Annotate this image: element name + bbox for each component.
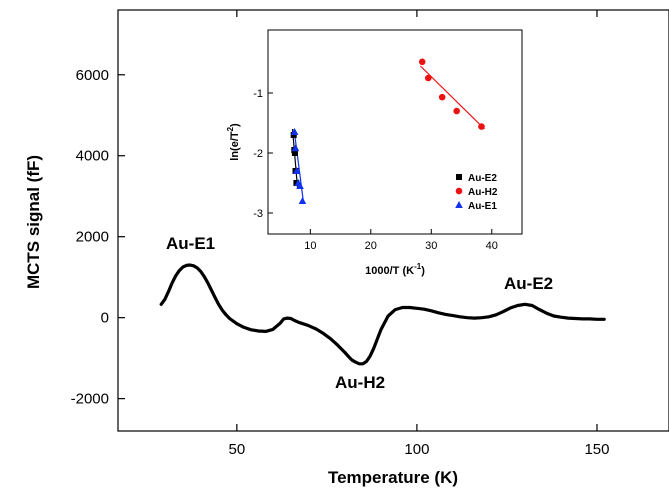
inset-x-axis-title: 1000/T (K-1): [365, 262, 425, 277]
inset-point-au-h2: [453, 107, 460, 115]
inset-y-axis-title-main: ln(e/T: [229, 131, 241, 161]
main-y-axis-title: MCTS signal (fF): [24, 155, 43, 289]
inset-x-axis-title-end: ): [421, 265, 425, 277]
main-y-tick-label: 0: [101, 310, 109, 327]
inset-data-points: [290, 58, 485, 204]
legend-marker-au-e2: [456, 174, 462, 180]
main-y-tick-label: -2000: [71, 391, 109, 408]
main-x-tick-label: 50: [228, 441, 245, 458]
legend-label: Au-H2: [468, 187, 498, 198]
legend-marker-au-e1: [455, 201, 463, 208]
peak-label-au-e1: Au-E1: [166, 234, 215, 253]
main-y-tick-label: 6000: [76, 67, 109, 84]
inset-point-au-e1: [290, 128, 299, 135]
legend-marker-au-h2: [455, 187, 463, 195]
inset-y-axis-title-end: ): [229, 123, 241, 127]
inset-point-au-e2: [291, 150, 298, 156]
inset-point-au-h2: [478, 123, 485, 130]
inset-legend: Au-E2 Au-H2 Au-E1: [455, 173, 498, 212]
inset-fit-line: [293, 128, 305, 205]
inset-point-au-e1: [296, 182, 304, 189]
inset-y-tick-label: -2: [253, 148, 263, 160]
main-x-ticks: 50 100 150: [228, 10, 609, 458]
inset-point-au-h2: [438, 93, 446, 101]
inset-x-tick-label: 20: [365, 240, 377, 252]
inset-y-ticks: -3 -2 -1: [253, 88, 273, 220]
inset-plot: 10 20 30 40 -3 -2 -1 Au-E2 Au-H2 Au-E1 1000/T (…: [226, 29, 523, 277]
inset-point-au-h2: [418, 58, 426, 66]
main-y-tick-label: 2000: [76, 229, 109, 246]
inset-x-tick-label: 40: [486, 240, 498, 252]
main-x-tick-label: 100: [404, 441, 429, 458]
inset-x-axis-title-main: 1000/T (K: [365, 265, 414, 277]
inset-y-axis-title: ln(e/T2): [226, 123, 241, 161]
main-y-tick-label: 4000: [76, 148, 109, 165]
inset-plot-frame: [267, 29, 523, 235]
inset-point-au-h2: [424, 74, 432, 82]
main-y-ticks: -2000 0 2000 4000 6000: [71, 67, 125, 408]
mcts-signal-curve: [159, 263, 606, 366]
main-x-tick-label: 150: [584, 441, 609, 458]
main-plot-frame: [117, 9, 669, 432]
legend-label: Au-E1: [468, 201, 497, 212]
inset-point-au-e1: [292, 167, 301, 174]
inset-point-au-e1: [298, 197, 307, 204]
peak-label-au-h2: Au-H2: [335, 373, 385, 392]
inset-y-tick-label: -3: [253, 208, 263, 220]
main-plot: 50 100 150 -2000 0 2000 4000 6000 Temperature …: [24, 9, 669, 487]
inset-x-ticks: 10 20 30 40: [304, 229, 498, 252]
inset-x-tick-label: 10: [304, 240, 316, 252]
peak-label-au-e2: Au-E2: [504, 274, 553, 293]
inset-y-axis-title-sup: 2: [226, 126, 235, 131]
inset-point-au-e1: [291, 144, 300, 152]
legend-label: Au-E2: [468, 173, 497, 184]
inset-x-axis-title-sup: -1: [414, 262, 422, 271]
inset-fit-line: [291, 128, 299, 190]
main-x-axis-title: Temperature (K): [328, 468, 458, 487]
inset-x-tick-label: 30: [425, 240, 437, 252]
inset-y-tick-label: -1: [253, 88, 263, 100]
